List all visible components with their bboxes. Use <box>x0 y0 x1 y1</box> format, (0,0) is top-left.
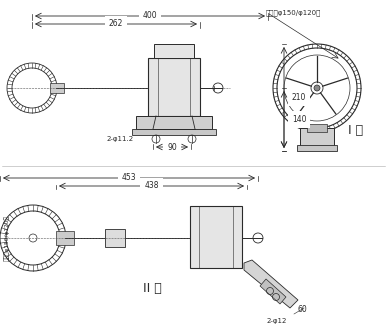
Bar <box>297 145 337 151</box>
Bar <box>148 58 200 116</box>
Text: 60: 60 <box>297 305 307 314</box>
Bar <box>154 44 194 58</box>
Text: 438: 438 <box>144 181 159 191</box>
Text: 轮盘（φ150/φ120）: 轮盘（φ150/φ120） <box>266 10 321 16</box>
Polygon shape <box>244 260 298 308</box>
Text: 453: 453 <box>122 173 136 182</box>
Circle shape <box>314 85 320 91</box>
Text: II 型: II 型 <box>143 282 161 294</box>
Bar <box>132 129 216 135</box>
Text: 400: 400 <box>143 11 157 20</box>
Bar <box>105 229 125 247</box>
Bar <box>56 231 74 245</box>
Text: I 型: I 型 <box>348 125 363 137</box>
Text: 262: 262 <box>109 19 123 29</box>
Text: 210: 210 <box>292 93 307 102</box>
Text: 2-φ11.2: 2-φ11.2 <box>107 136 134 142</box>
Bar <box>307 124 327 132</box>
Text: 90: 90 <box>167 142 177 152</box>
Bar <box>50 83 64 93</box>
Polygon shape <box>260 279 286 304</box>
Text: 2-φ12: 2-φ12 <box>267 318 287 324</box>
Text: 轮盘（φ150/φ120）: 轮盘（φ150/φ120） <box>4 215 10 261</box>
Bar <box>136 116 212 129</box>
Bar <box>300 128 334 146</box>
Bar <box>190 206 242 268</box>
Text: 140: 140 <box>292 115 307 124</box>
